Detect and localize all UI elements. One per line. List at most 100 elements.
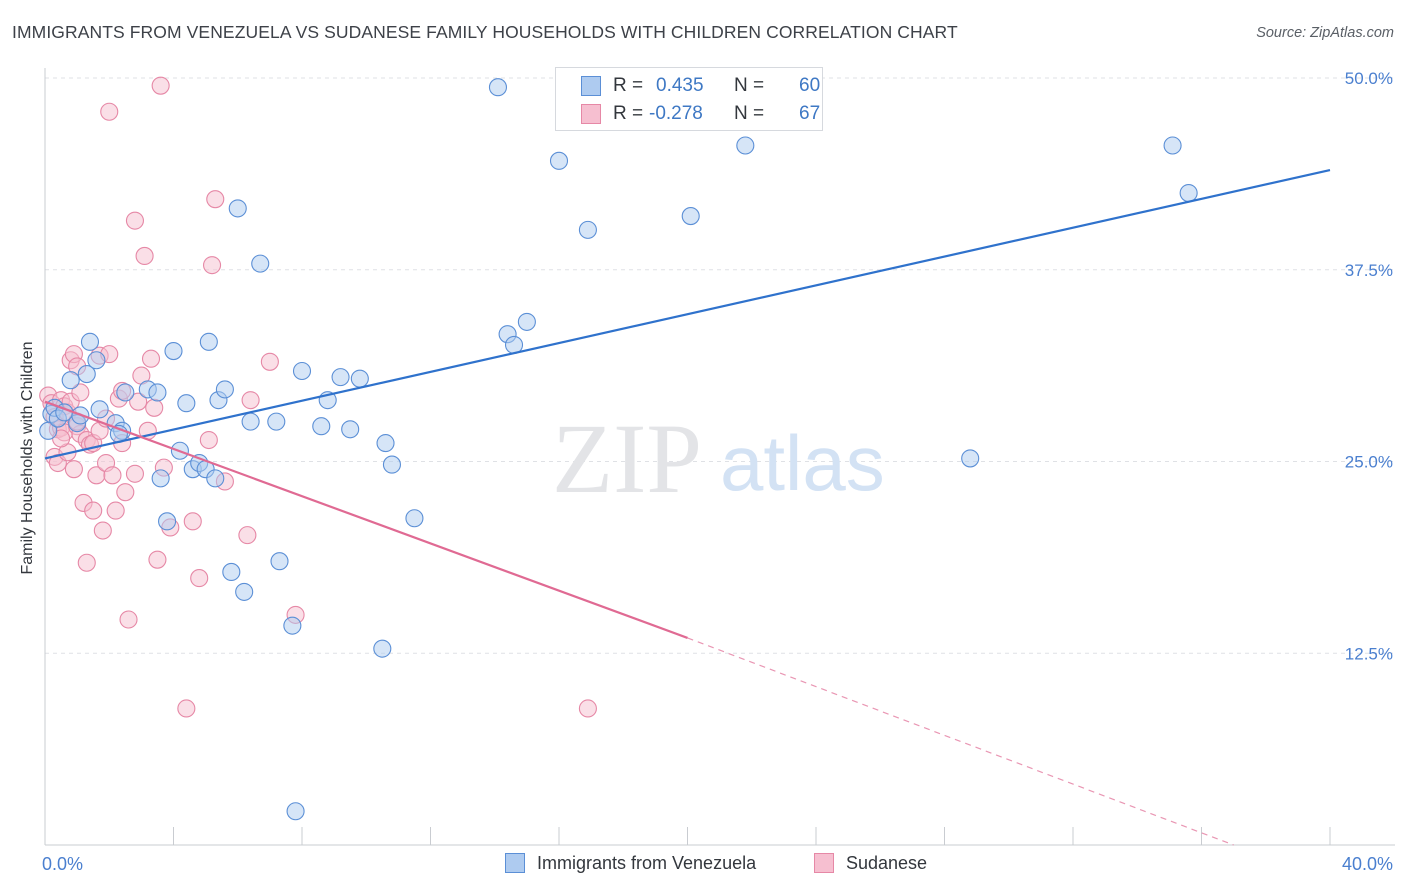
venezuela-point xyxy=(241,412,260,431)
sudanese-point xyxy=(206,190,225,209)
bottom-legend-label-venezuela: Immigrants from Venezuela xyxy=(537,853,757,873)
venezuela-point xyxy=(331,368,350,387)
legend-n-label: N = xyxy=(734,75,765,96)
venezuela-point xyxy=(90,400,109,419)
y-tick-label: 25.0% xyxy=(1345,453,1393,472)
trend-lines xyxy=(44,168,1331,846)
sudanese-point xyxy=(125,211,144,230)
sudanese-point xyxy=(119,610,138,629)
sudanese-point xyxy=(135,246,154,265)
sudanese-trend-extension xyxy=(687,637,1234,846)
axis-layer xyxy=(44,68,1395,846)
venezuela-point xyxy=(1179,184,1198,203)
sudanese-point xyxy=(241,391,260,410)
sudanese-point xyxy=(578,699,597,718)
source-label: Source: ZipAtlas.com xyxy=(1256,25,1394,41)
sudanese-point xyxy=(145,398,164,417)
venezuela-points xyxy=(39,78,1198,821)
venezuela-point xyxy=(164,342,183,361)
y-tick-label: 50.0% xyxy=(1345,69,1393,88)
sudanese-point xyxy=(106,501,125,520)
bottom-legend-label-sudanese: Sudanese xyxy=(846,853,928,873)
x-tick-label-min: 0.0% xyxy=(42,854,83,874)
bottom-legend-swatch-sudanese xyxy=(814,853,834,873)
venezuela-point xyxy=(961,449,980,468)
venezuela-point xyxy=(373,639,392,658)
legend-swatch-sudanese xyxy=(581,104,601,124)
venezuela-point xyxy=(206,469,225,488)
y-tick-label: 37.5% xyxy=(1345,261,1393,280)
legend-r-value: -0.278 xyxy=(649,103,703,124)
legend-n-value: 60 xyxy=(799,75,821,96)
bottom-legend-swatch-venezuela xyxy=(505,853,525,873)
sudanese-point xyxy=(71,383,90,402)
sudanese-point xyxy=(177,699,196,718)
venezuela-point xyxy=(80,332,100,351)
venezuela-point xyxy=(681,207,700,226)
venezuela-point xyxy=(405,509,424,528)
sudanese-point xyxy=(183,512,202,531)
sudanese-point xyxy=(260,352,279,371)
sudanese-point xyxy=(151,76,170,95)
venezuela-point xyxy=(488,78,508,97)
grid-layer xyxy=(45,77,1395,654)
venezuela-point xyxy=(87,351,106,370)
venezuela-point xyxy=(177,394,196,413)
sudanese-point xyxy=(141,349,161,368)
sudanese-point xyxy=(64,460,83,479)
sudanese-point xyxy=(199,430,218,450)
venezuela-point xyxy=(77,365,96,384)
venezuela-point xyxy=(549,151,569,170)
venezuela-point xyxy=(199,332,218,351)
venezuela-point xyxy=(61,371,80,390)
venezuela-point xyxy=(151,469,170,488)
sudanese-point xyxy=(116,483,135,502)
sudanese-point xyxy=(125,464,144,483)
venezuela-point xyxy=(286,802,305,821)
sudanese-point xyxy=(238,526,257,545)
legend-n-value: 67 xyxy=(799,103,821,124)
venezuela-point xyxy=(116,383,135,402)
legend-r-value: 0.435 xyxy=(656,75,704,96)
sudanese-point xyxy=(203,256,222,275)
sudanese-point xyxy=(190,569,209,588)
legend-swatch-venezuela xyxy=(581,76,601,96)
venezuela-point xyxy=(222,562,241,581)
x-tick-label-max: 40.0% xyxy=(1342,854,1393,874)
venezuela-point xyxy=(251,254,270,273)
sudanese-point xyxy=(100,102,119,121)
sudanese-point xyxy=(84,501,103,520)
venezuela-point xyxy=(267,412,286,431)
legend-n-label: N = xyxy=(734,103,765,124)
venezuela-point xyxy=(312,417,331,436)
correlation-legend: R = 0.435 N = 60 R = -0.278 N = 67 xyxy=(555,67,823,131)
legend-r-label: R = xyxy=(613,103,644,124)
sudanese-point xyxy=(93,521,112,540)
tick-labels: 12.5% 25.0% 37.5% 50.0% 0.0% 40.0% xyxy=(42,69,1393,874)
venezuela-point xyxy=(292,361,312,381)
legend-r-label: R = xyxy=(613,75,644,96)
venezuela-trend-line xyxy=(44,168,1331,460)
sudanese-point xyxy=(103,466,122,485)
y-tick-label: 12.5% xyxy=(1345,644,1393,663)
sudanese-point xyxy=(77,553,96,572)
venezuela-point xyxy=(148,383,167,402)
venezuela-point xyxy=(215,380,234,399)
sudanese-point xyxy=(148,550,167,569)
venezuela-point xyxy=(578,220,597,239)
venezuela-point xyxy=(736,136,755,155)
sudanese-trend-line xyxy=(44,400,688,639)
venezuela-point xyxy=(1163,136,1182,155)
chart-title: IMMIGRANTS FROM VENEZUELA VS SUDANESE FA… xyxy=(12,22,958,42)
venezuela-point xyxy=(350,369,369,388)
venezuela-point xyxy=(228,199,247,218)
watermark-zip: ZIP xyxy=(552,403,702,514)
venezuela-point xyxy=(235,582,254,601)
watermark: ZIP atlas xyxy=(552,403,885,514)
venezuela-point xyxy=(382,455,402,474)
watermark-atlas: atlas xyxy=(720,419,885,507)
venezuela-point xyxy=(341,420,360,439)
venezuela-point xyxy=(283,616,302,635)
venezuela-point xyxy=(376,434,395,453)
